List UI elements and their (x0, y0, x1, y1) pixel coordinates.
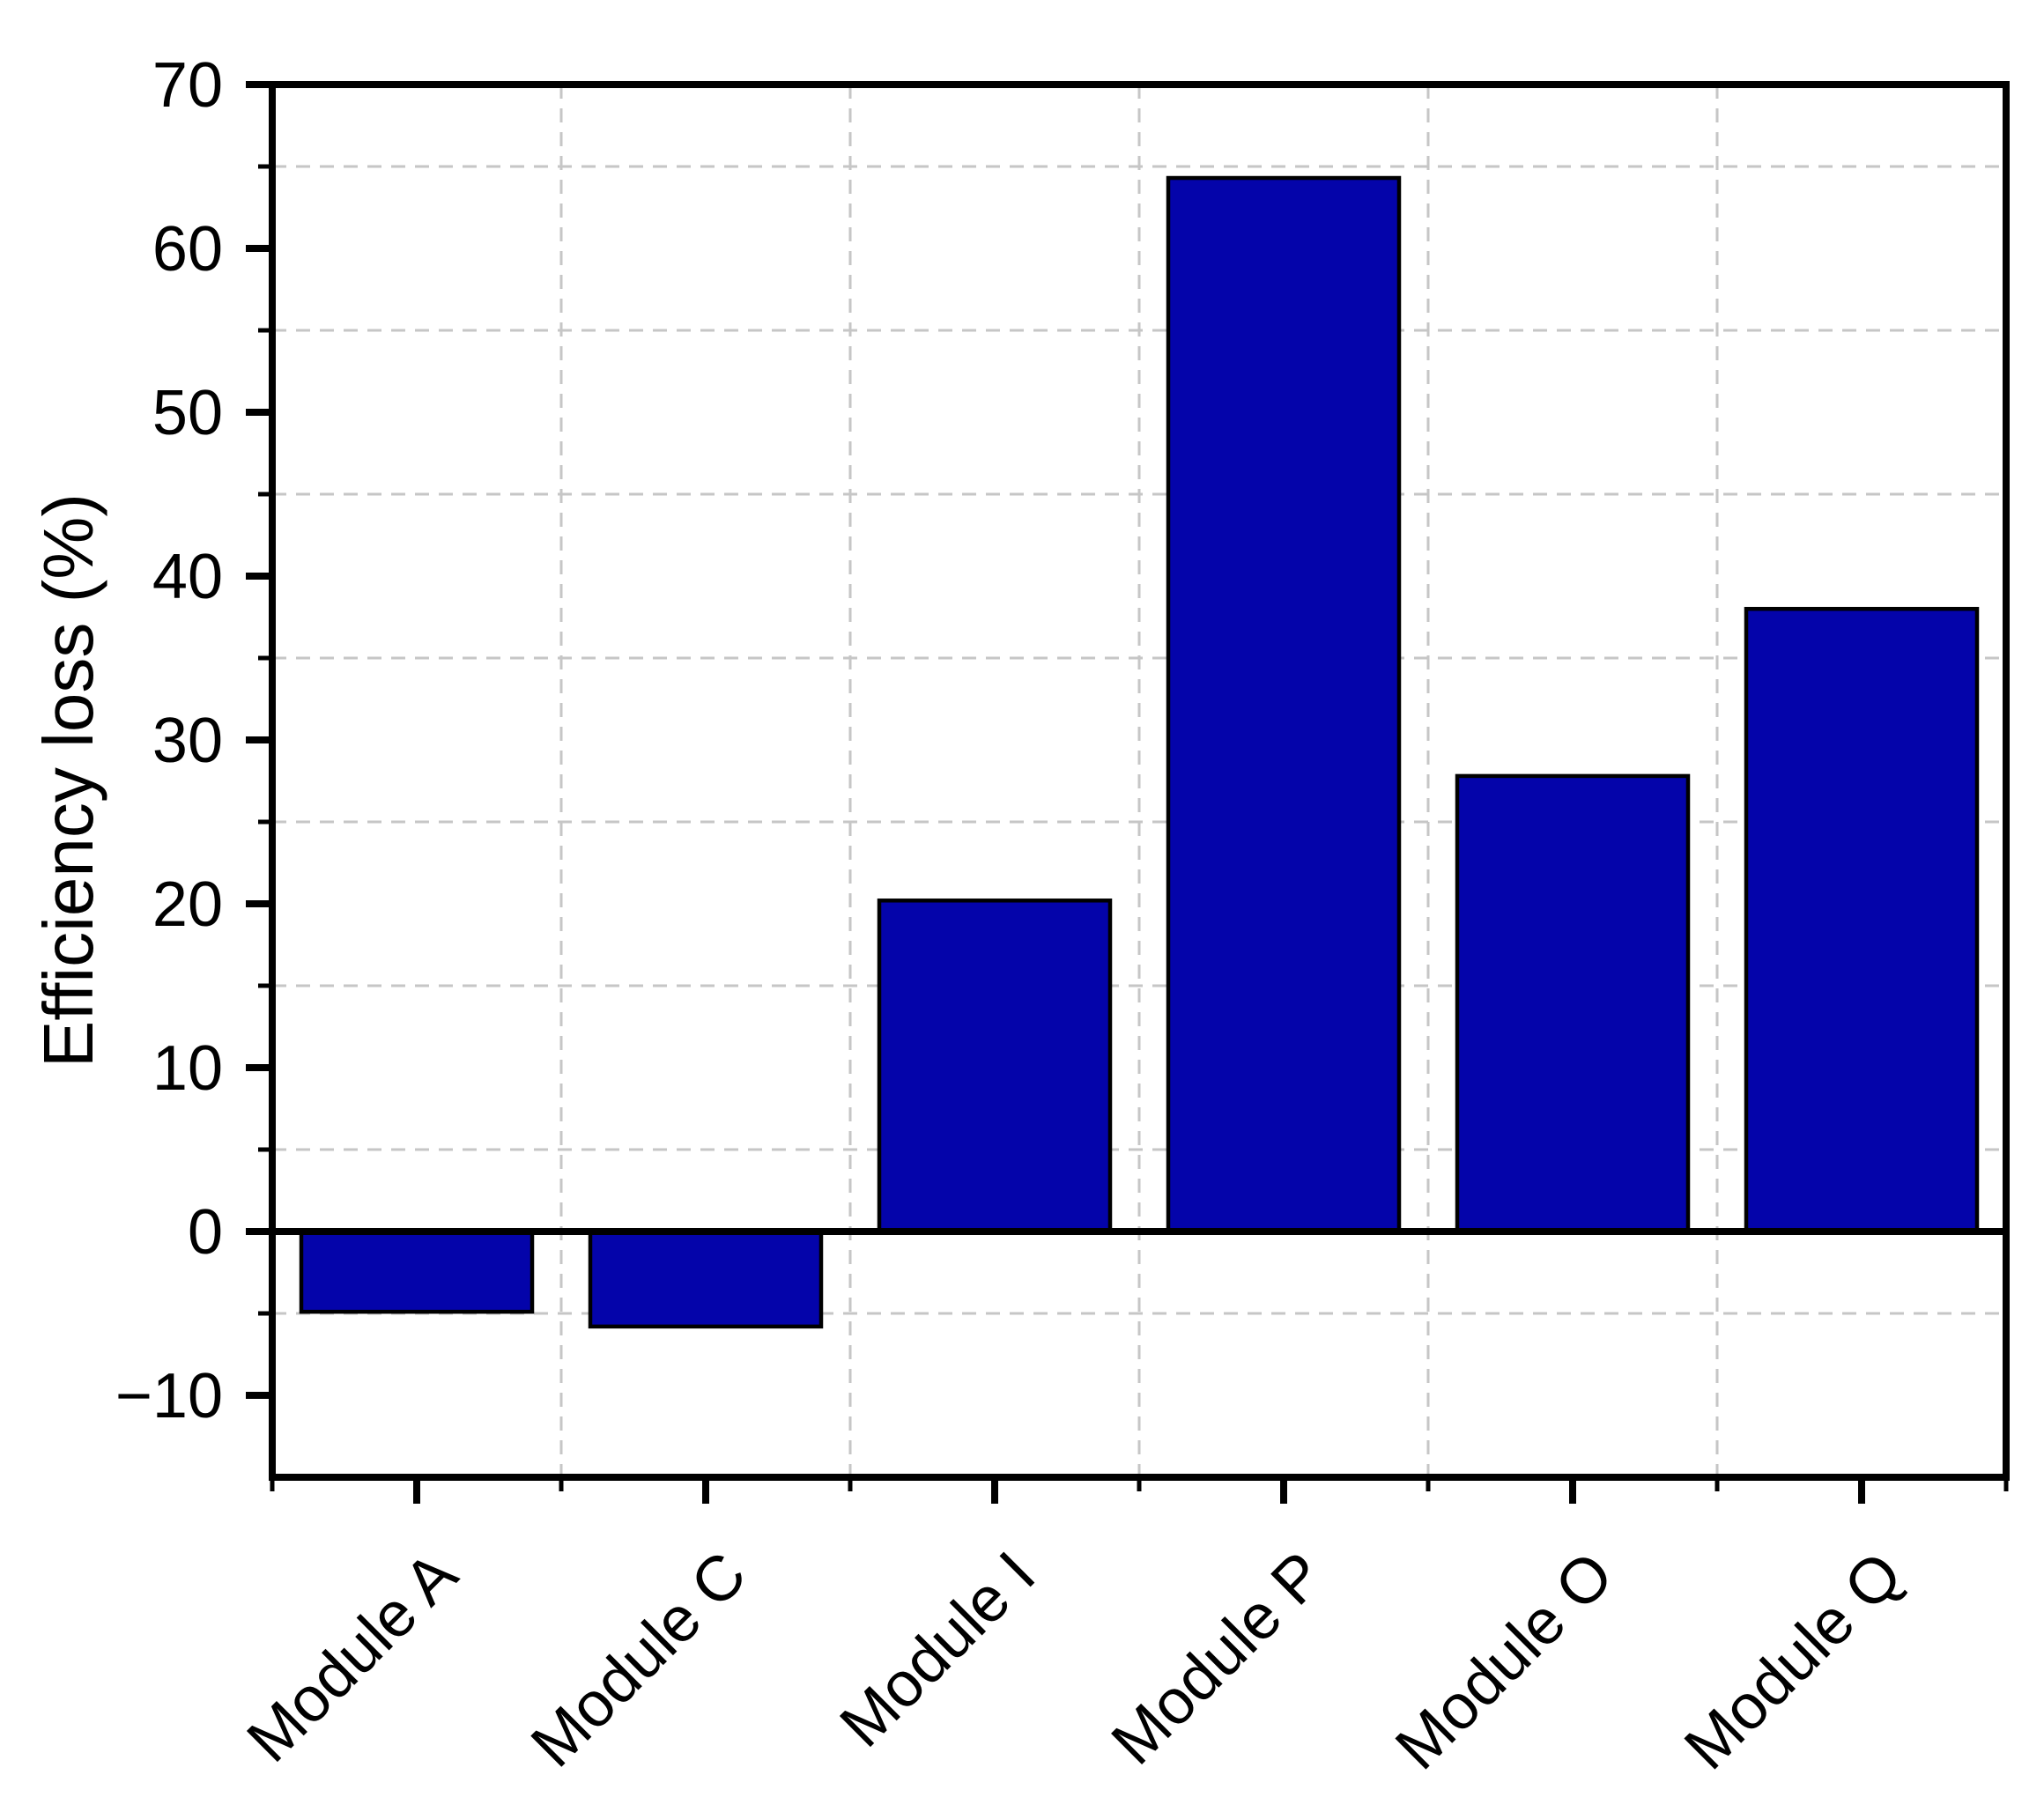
x-tick-label: Module P (1099, 1539, 1338, 1779)
y-tick-label: −10 (115, 1361, 223, 1431)
bar-module-i (877, 899, 1113, 1234)
x-tick-label: Module A (233, 1539, 470, 1776)
y-axis-title: Efficiency loss (%) (29, 493, 107, 1068)
y-tick-label: 70 (152, 50, 223, 121)
y-tick-label: 60 (152, 214, 223, 285)
x-tick-label: Module I (826, 1539, 1048, 1761)
bar-module-c (588, 1229, 824, 1329)
x-tick-label: Module O (1382, 1539, 1626, 1783)
x-tick-label: Module Q (1671, 1539, 1915, 1783)
bar-module-a (299, 1229, 535, 1314)
y-tick-label: 50 (152, 378, 223, 448)
y-tick-label: 10 (152, 1033, 223, 1104)
x-tick-label: Module C (518, 1539, 759, 1780)
bar-module-o (1455, 773, 1691, 1234)
y-tick-label: 40 (152, 542, 223, 612)
y-tick-label: 30 (152, 706, 223, 776)
bar-module-q (1744, 606, 1980, 1234)
y-tick-label: 20 (152, 869, 223, 940)
bar-module-p (1166, 175, 1402, 1234)
y-tick-label: 0 (188, 1197, 223, 1268)
